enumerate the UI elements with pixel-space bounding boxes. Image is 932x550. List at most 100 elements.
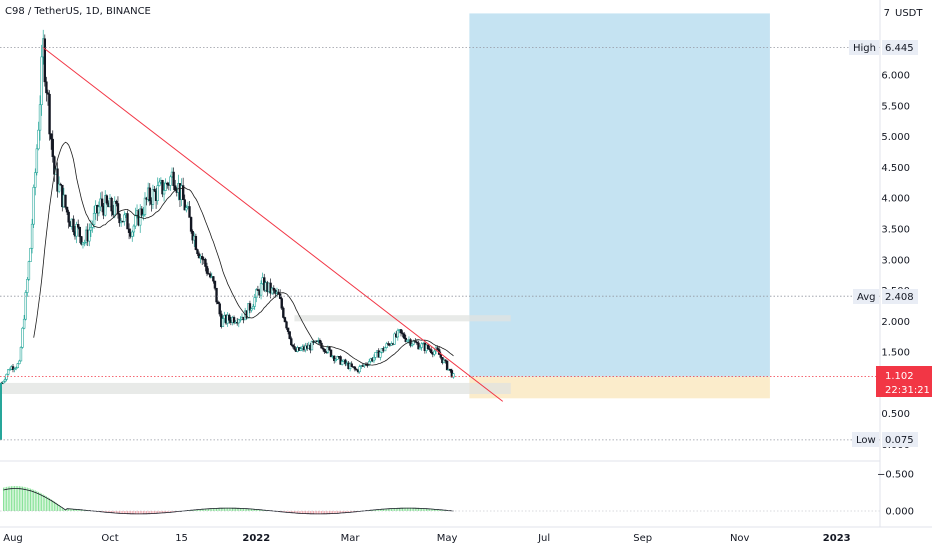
candle-body [428,348,431,350]
candle-body [161,179,164,195]
candle-body [56,168,59,192]
candle-body [34,172,37,188]
candle-body [221,318,225,327]
candle-body [212,276,215,282]
candle-body [162,190,166,195]
price-tick-label: 7 [884,8,890,19]
candle-body [439,354,442,358]
candle-body [142,214,145,216]
candle-body [250,308,253,311]
last-price-box [876,366,932,397]
candle-body [89,227,93,231]
high-label-box [849,40,879,55]
candle-body [404,337,407,342]
candle-body [21,327,24,348]
candle-body [358,366,361,373]
candle-body [196,249,199,255]
last-price-value: 1.102 [885,371,914,382]
high-value: 6.445 [885,43,914,54]
candle-body [251,306,255,310]
candle-body [399,329,403,334]
time-tick-label: Jul [537,533,550,544]
candle-body [436,347,439,350]
candle-body [40,56,43,106]
long-stop-zone[interactable] [469,376,770,399]
time-tick-label: Aug [3,533,23,544]
candle-body [379,352,382,358]
support-zone[interactable] [1,382,511,395]
candle-body [181,185,185,201]
candle-body [248,303,252,311]
resistance-zone[interactable] [294,315,511,322]
candle-body [43,38,47,83]
candle-body [418,347,422,350]
long-target-zone[interactable] [469,13,770,377]
price-tick-label: 6.000 [881,71,910,82]
avg-level-label: Avg 2.408 [853,289,918,304]
candle-body [420,343,423,348]
candle-body [67,211,70,223]
candle-body [64,194,67,208]
candle-body [148,187,151,202]
trendline[interactable] [42,47,504,402]
time-tick-label: 2022 [242,533,270,544]
candle-body [48,93,51,135]
candle-body [374,352,377,358]
candle-body [318,340,322,344]
candle-body [16,363,19,368]
candle-body [189,217,193,232]
candle-body [334,359,338,361]
candle-body [32,187,35,225]
candle-body [393,333,396,345]
price-tick-label: 5.000 [881,132,910,143]
candle-body [188,206,191,218]
candle-body [126,213,129,230]
candle-body [134,214,137,227]
high-label-text: High [853,43,876,54]
candle-body [3,379,7,382]
candle-body [383,347,387,352]
candle-body [72,218,75,233]
price-tick-label: 0.500 [881,409,910,420]
candle-body [256,289,260,291]
candle-body [406,339,409,342]
candle-body [37,129,40,150]
candle-body [215,287,218,303]
candle-body [239,319,242,321]
candle-body [401,332,404,335]
candle-body [104,195,107,216]
candle-body [340,361,344,365]
bar-countdown: 22:31:21 [885,385,930,396]
time-tick-label: 2023 [823,533,851,544]
oscillator-tick-label: −0.500 [877,470,914,481]
candle-body [372,356,376,362]
candle-body [449,368,452,371]
candle-body [259,283,263,296]
candle-body [361,365,365,367]
price-axis-unit[interactable]: USDT [895,8,923,19]
candle-body [26,279,29,293]
candle-body [57,183,61,192]
candle-body [191,231,194,241]
candle-body [285,321,288,329]
time-axis[interactable]: Aug Oct 15 2022 Mar May Jul Sep Nov 2023 [3,533,850,544]
avg-label-box [853,289,879,304]
price-tick-label: 3.000 [881,255,910,266]
candle-body [80,236,83,245]
oscillator-tick-label: 0.000 [885,507,914,518]
edge-marker [0,382,2,440]
symbol-title: C98 / TetherUS, 1D, BINANCE [5,6,151,17]
candle-body [97,206,101,214]
candle-body [237,319,241,324]
candle-body [110,197,113,212]
candle-body [29,248,32,262]
candle-body [350,363,353,367]
candle-body [328,346,331,351]
candle-body [19,347,23,362]
candle-body [59,183,62,186]
candle-body [88,229,91,242]
candle-body [35,148,39,173]
candle-body [288,331,291,339]
